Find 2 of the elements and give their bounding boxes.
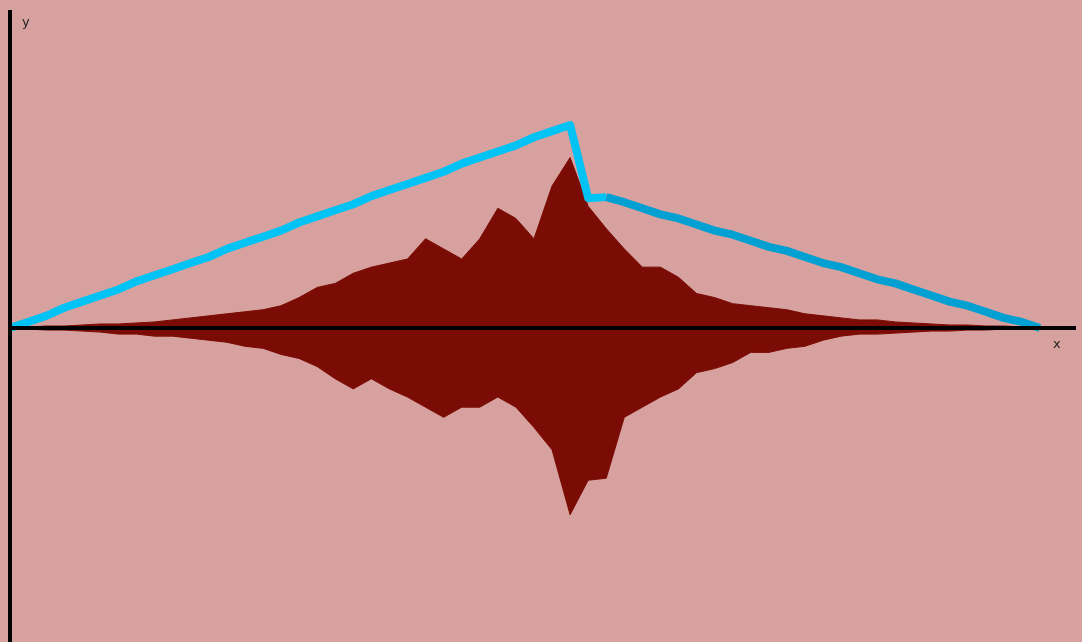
x-axis-title: x [1053, 336, 1061, 351]
text: y [22, 14, 30, 29]
